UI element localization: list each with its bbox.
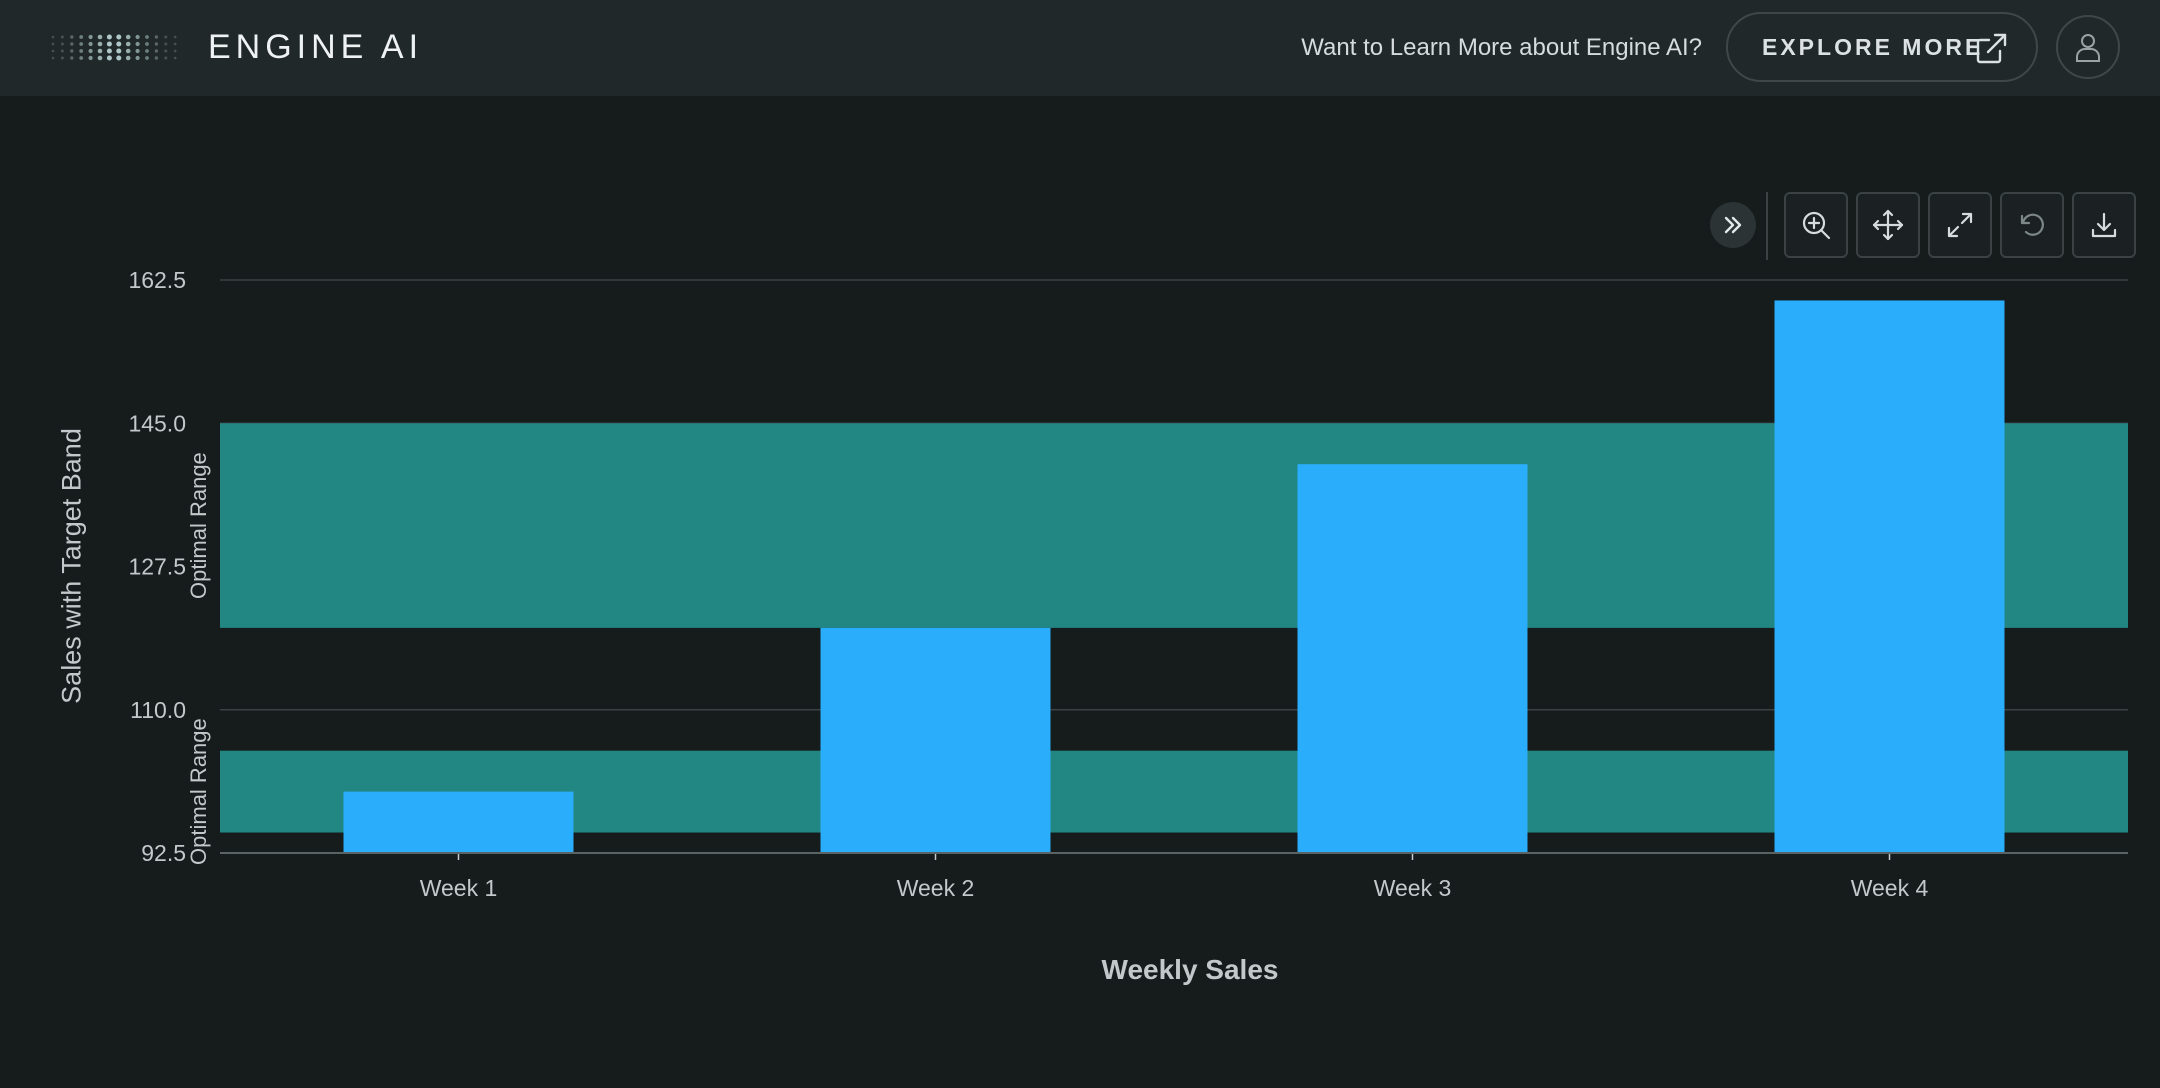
logo-dot bbox=[70, 56, 74, 60]
y-tick-label: 92.5 bbox=[141, 840, 186, 866]
logo-dot bbox=[154, 42, 159, 46]
pan-icon bbox=[1872, 209, 1904, 241]
logo-dot bbox=[154, 49, 159, 53]
logo-dot bbox=[135, 41, 140, 47]
logo-dot bbox=[97, 34, 103, 40]
band-label: Optimal Range bbox=[186, 718, 211, 865]
logo-dot bbox=[173, 56, 177, 60]
toolbar-separator bbox=[1766, 192, 1768, 260]
logo-dots-icon bbox=[51, 34, 177, 61]
logo-dot bbox=[70, 35, 74, 39]
logo-dot bbox=[88, 55, 93, 61]
y-tick-label: 127.5 bbox=[128, 554, 186, 580]
user-icon bbox=[2076, 34, 2100, 62]
chevrons-right-icon bbox=[1724, 216, 1742, 234]
band-label: Optimal Range bbox=[186, 452, 211, 599]
logo-dot bbox=[116, 41, 122, 47]
logo-dot bbox=[60, 49, 64, 53]
logo-dot bbox=[51, 56, 55, 60]
logo-dot bbox=[125, 48, 131, 54]
brand-logo: ENGINE AI bbox=[208, 28, 424, 66]
y-tick-label: 110.0 bbox=[130, 697, 186, 723]
logo-dot bbox=[70, 49, 74, 53]
logo-dot bbox=[88, 41, 93, 47]
logo-dot bbox=[116, 55, 122, 61]
external-link-icon bbox=[1976, 33, 2007, 64]
logo-dot bbox=[125, 55, 131, 61]
logo-dot bbox=[60, 56, 64, 60]
logo-dot bbox=[106, 34, 112, 40]
logo-dot bbox=[79, 42, 84, 46]
logo-dot bbox=[60, 35, 64, 39]
logo-dot bbox=[145, 35, 149, 39]
app-header: ENGINE AI Want to Learn More about Engin… bbox=[0, 0, 2160, 96]
logo-dot bbox=[106, 41, 112, 47]
logo-dot bbox=[164, 35, 168, 39]
reset-button[interactable] bbox=[2000, 192, 2064, 258]
logo-dot bbox=[173, 42, 177, 46]
bar bbox=[343, 791, 574, 853]
pan-button[interactable] bbox=[1856, 192, 1920, 258]
y-tick-label: 145.0 bbox=[128, 410, 186, 436]
logo-dot bbox=[116, 34, 122, 40]
logo-dot bbox=[154, 56, 159, 60]
logo-dot bbox=[135, 55, 140, 61]
user-avatar-button[interactable] bbox=[2056, 15, 2120, 79]
promo-text: Want to Learn More about Engine AI? bbox=[1301, 34, 1702, 61]
zoom-in-button[interactable] bbox=[1784, 192, 1848, 258]
bar bbox=[1774, 300, 2005, 853]
logo-dot bbox=[125, 41, 131, 47]
logo-dot bbox=[125, 34, 131, 40]
logo-dot bbox=[145, 42, 149, 46]
logo-dot bbox=[145, 49, 149, 53]
logo-dot bbox=[79, 49, 84, 53]
explore-more-label: EXPLORE MORE bbox=[1762, 33, 1984, 60]
logo-dot bbox=[135, 34, 140, 40]
logo-dot bbox=[79, 35, 84, 39]
download-button[interactable] bbox=[2072, 192, 2136, 258]
explore-more-button[interactable]: EXPLORE MORE bbox=[1726, 12, 2038, 82]
bar bbox=[1297, 464, 1528, 853]
logo-dot bbox=[164, 49, 168, 53]
bars bbox=[343, 300, 2005, 853]
logo-dot bbox=[145, 56, 149, 60]
logo-dot bbox=[60, 42, 64, 46]
x-tick-label: Week 1 bbox=[420, 875, 498, 901]
expand-icon bbox=[1947, 212, 1973, 238]
logo-dot bbox=[97, 55, 103, 61]
logo-dot bbox=[70, 42, 74, 46]
x-tick-label: Week 2 bbox=[897, 875, 975, 901]
logo-dot bbox=[106, 48, 112, 54]
x-axis-label: Weekly Sales bbox=[1101, 954, 1279, 985]
logo-dot bbox=[164, 42, 168, 46]
logo-dot bbox=[79, 56, 84, 60]
logo-dot bbox=[116, 48, 122, 54]
expand-button[interactable] bbox=[1928, 192, 1992, 258]
logo-dot bbox=[88, 34, 93, 40]
x-tick-label: Week 4 bbox=[1851, 875, 1929, 901]
y-tick-label: 162.5 bbox=[128, 267, 186, 293]
reset-icon bbox=[2020, 213, 2044, 236]
x-tick-label: Week 3 bbox=[1374, 875, 1452, 901]
logo-dot bbox=[88, 48, 93, 54]
logo-dot bbox=[173, 49, 177, 53]
logo-dot bbox=[164, 56, 168, 60]
logo-dot bbox=[97, 41, 103, 47]
zoom-in-icon bbox=[1802, 211, 1831, 240]
logo-dot bbox=[106, 55, 112, 61]
logo-dot bbox=[97, 48, 103, 54]
download-icon bbox=[2091, 212, 2117, 238]
logo-dot bbox=[51, 35, 55, 39]
logo-dot bbox=[154, 35, 159, 39]
logo-dot bbox=[135, 48, 140, 54]
y-axis-label: Sales with Target Band bbox=[56, 428, 87, 704]
bar bbox=[820, 627, 1051, 853]
bar-chart: Optimal Range Optimal Range 162.5 145.0 127… bbox=[128, 267, 2128, 901]
logo-dot bbox=[173, 35, 177, 39]
toolbar-collapse-button[interactable] bbox=[1710, 202, 1756, 248]
axes: 162.5 145.0 127.5 110.0 92.5 Week 1 Week 2 Week… bbox=[128, 267, 2128, 901]
logo-dot bbox=[51, 49, 55, 53]
logo-dot bbox=[51, 42, 55, 46]
